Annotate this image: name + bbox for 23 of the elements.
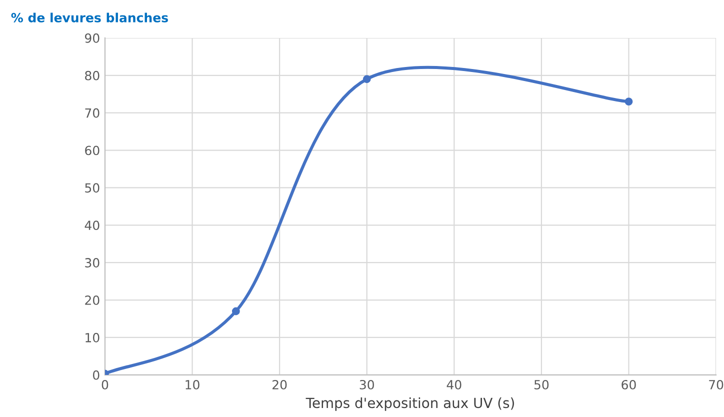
y-tick-label: 80 <box>85 70 100 80</box>
y-tick-label: 70 <box>85 108 100 118</box>
x-tick-label: 40 <box>446 380 462 390</box>
x-tick-label: 70 <box>709 380 724 390</box>
y-tick-label: 20 <box>85 295 100 305</box>
y-tick-label: 10 <box>86 332 100 342</box>
y-tick-label: 0 <box>92 370 100 380</box>
x-tick-label: 20 <box>272 380 287 390</box>
point <box>624 98 633 106</box>
y-tick-label: 60 <box>85 146 100 156</box>
y-tick-label: 40 <box>84 220 100 230</box>
y-tick-label: 50 <box>85 183 100 193</box>
x-tick-label: 0 <box>102 380 108 390</box>
point <box>232 307 240 316</box>
x-tick-label: 60 <box>622 380 636 390</box>
y-tick-label: 30 <box>85 258 100 268</box>
x-tick-label: 30 <box>360 380 374 390</box>
point <box>362 75 371 84</box>
x-tick-label: 50 <box>534 380 549 390</box>
x-axis-title: Temps d'exposition aux UV (s) <box>306 397 514 411</box>
y-tick-label: 90 <box>85 33 100 43</box>
x-tick-label: 10 <box>186 380 200 390</box>
y-axis-title: % de levures blanches <box>11 12 168 22</box>
